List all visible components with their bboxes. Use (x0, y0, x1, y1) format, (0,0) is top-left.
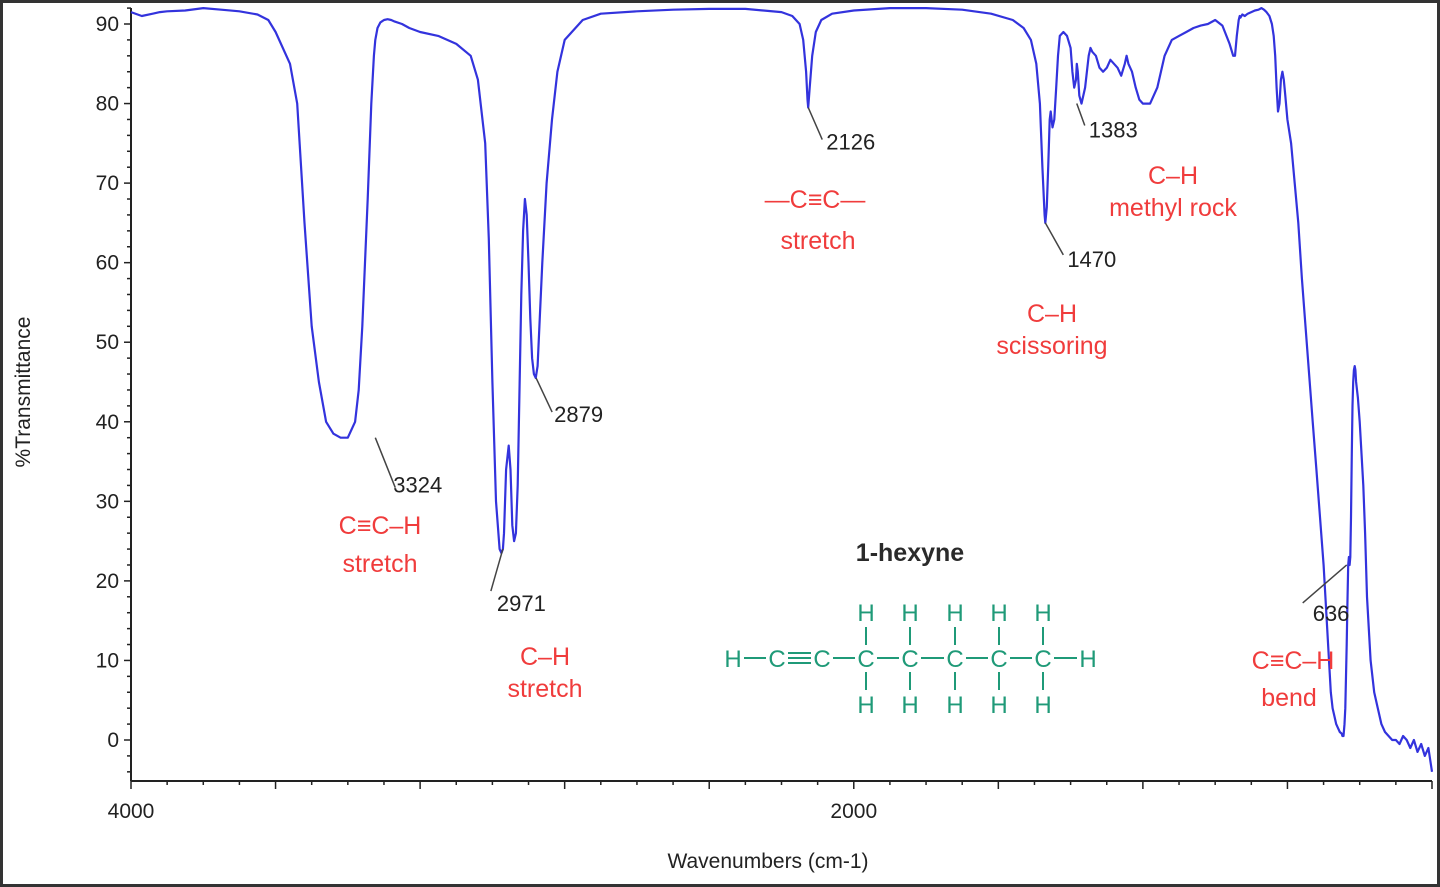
spectrum-line (130, 7, 1434, 772)
mol-atom-0: H (724, 646, 741, 673)
mol-atom-6: C (990, 646, 1007, 673)
mol-top-h-7: H (1034, 600, 1051, 627)
mol-atom-1: C (768, 646, 785, 673)
mol-top-h-3: H (857, 600, 874, 627)
peak-label-3324: 3324 (393, 473, 442, 498)
peak-label-1470: 1470 (1067, 247, 1116, 272)
peak-leader-1470 (1044, 222, 1064, 256)
y-tick-label-80: 80 (96, 93, 119, 116)
ann-6-line-2: bend (1261, 684, 1317, 712)
y-tick-label-20: 20 (96, 570, 119, 593)
peak-leader-2126 (807, 107, 823, 140)
peak-label-1383: 1383 (1089, 118, 1138, 143)
y-tick-label-40: 40 (96, 411, 119, 434)
ann-5-line-2: methyl rock (1109, 194, 1237, 222)
peak-labels: 3324 2971 2879 2126 1470 1383 636 (374, 103, 1350, 626)
y-tick-label-60: 60 (96, 252, 119, 275)
y-tick-label-30: 30 (96, 490, 119, 513)
peak-label-2126: 2126 (826, 130, 875, 155)
ann-4-line-1: C–H (1027, 300, 1077, 328)
peak-leader-2971 (490, 548, 504, 592)
mol-top-h-6: H (990, 600, 1007, 627)
mol-bottom-h-5: H (946, 692, 963, 719)
peak-leader-2879 (535, 377, 553, 413)
mol-bottom-h-3: H (857, 692, 874, 719)
mol-bottom-h-4: H (901, 692, 918, 719)
ann-3-line-2: stretch (780, 227, 855, 255)
peak-label-2879: 2879 (554, 402, 603, 427)
plot-area (130, 7, 1434, 772)
mol-atom-3: C (857, 646, 874, 673)
annotations: C≡C–H stretch C–H stretch —C≡C— stretch … (339, 162, 1335, 712)
mol-top-h-4: H (901, 600, 918, 627)
y-tick-label-10: 10 (96, 649, 119, 672)
peak-leader-3324 (374, 437, 396, 488)
x-axis-title: Wavenumbers (cm-1) (667, 850, 868, 873)
y-tick-label-90: 90 (96, 13, 119, 36)
molecule-name: 1-hexyne (856, 539, 964, 567)
y-tick-label-50: 50 (96, 331, 119, 354)
ann-5-line-1: C–H (1148, 162, 1198, 190)
x-tick-label-2000: 2000 (830, 800, 877, 823)
peak-label-636: 636 (1313, 601, 1350, 626)
y-tick-label-0: 0 (107, 729, 119, 752)
ann-2-line-2: stretch (507, 675, 582, 703)
peak-leader-636 (1302, 564, 1348, 604)
ann-4-line-2: scissoring (996, 332, 1107, 360)
y-axis-title: %Transmittance (12, 317, 35, 468)
x-tick-label-4000: 4000 (108, 800, 155, 823)
ann-3-line-1: —C≡C— (765, 186, 866, 214)
mol-atom-4: C (901, 646, 918, 673)
peak-leader-1383 (1076, 103, 1086, 126)
mol-bottom-h-7: H (1034, 692, 1051, 719)
mol-atom-8: H (1079, 646, 1096, 673)
mol-atom-2: C (813, 646, 830, 673)
mol-bottom-h-6: H (990, 692, 1007, 719)
mol-atom-5: C (946, 646, 963, 673)
peak-label-2971: 2971 (497, 591, 546, 616)
ann-6-line-1: C≡C–H (1252, 647, 1335, 675)
mol-atom-7: C (1034, 646, 1051, 673)
ann-1-line-2: stretch (342, 550, 417, 578)
ann-2-line-1: C–H (520, 643, 570, 671)
y-tick-label-70: 70 (96, 172, 119, 195)
mol-top-h-5: H (946, 600, 963, 627)
ann-1-line-1: C≡C–H (339, 512, 422, 540)
axes: 0 10 20 30 40 50 60 70 80 90 4000 2000 Wavenumbers (… (12, 7, 1433, 873)
